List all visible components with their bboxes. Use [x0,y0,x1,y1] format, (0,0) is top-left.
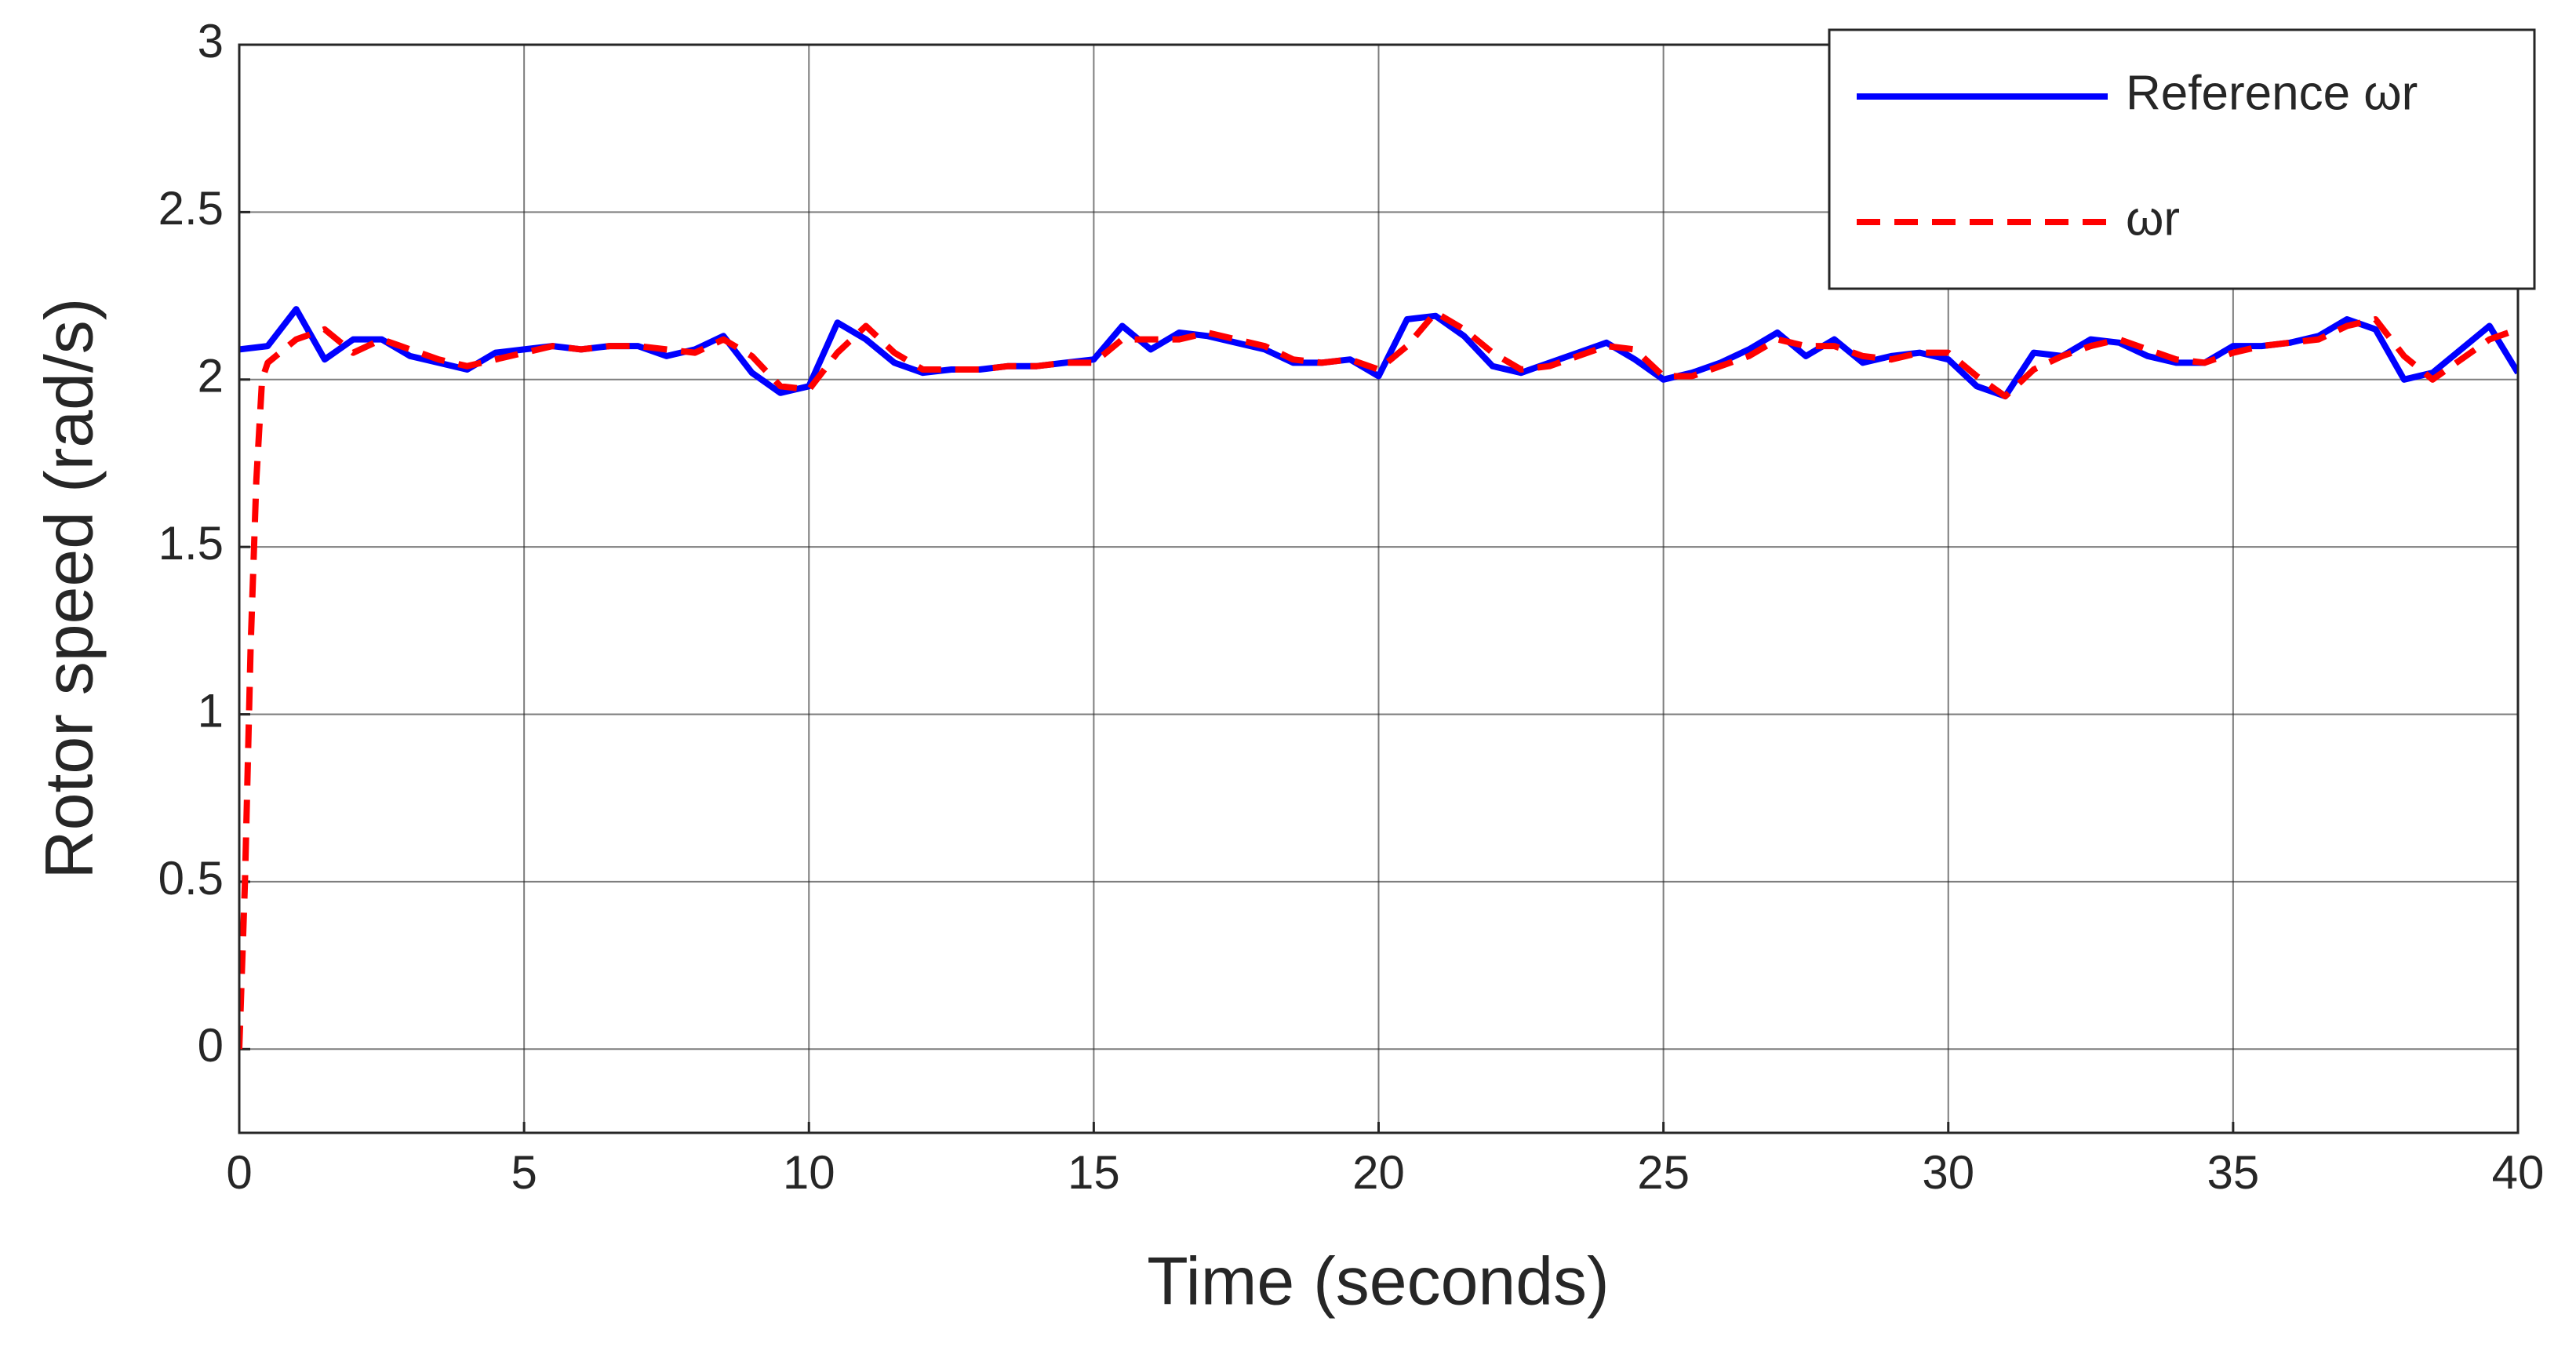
y-axis-label: Rotor speed (rad/s) [32,298,107,879]
y-tick-label: 2 [198,350,224,402]
data-line [239,309,2518,1050]
plot-frame [238,43,2520,1134]
y-tick-label: 1.5 [158,517,224,570]
y-tick-label: 0.5 [158,852,224,905]
y-tick-label: 1 [198,684,224,737]
x-axis-label: Time (seconds) [1147,1244,1609,1320]
x-tick-label: 25 [1637,1146,1690,1199]
x-tick-label: 35 [2207,1146,2260,1199]
x-tick-label: 30 [1922,1146,1974,1199]
x-tick-label: 10 [783,1146,835,1199]
x-tick-label: 40 [2492,1146,2545,1199]
y-tick-label: 3 [198,15,224,67]
legend-label: ωr [2126,191,2180,246]
y-tick-label: 2.5 [158,182,224,235]
x-tick-label: 5 [511,1146,537,1199]
x-tick-label: 0 [226,1146,252,1199]
x-tick-label: 15 [1068,1146,1120,1199]
legend-box [1828,28,2536,290]
y-tick-label: 0 [198,1019,224,1072]
x-tick-label: 20 [1352,1146,1405,1199]
legend-label: Reference ωr [2126,66,2418,120]
